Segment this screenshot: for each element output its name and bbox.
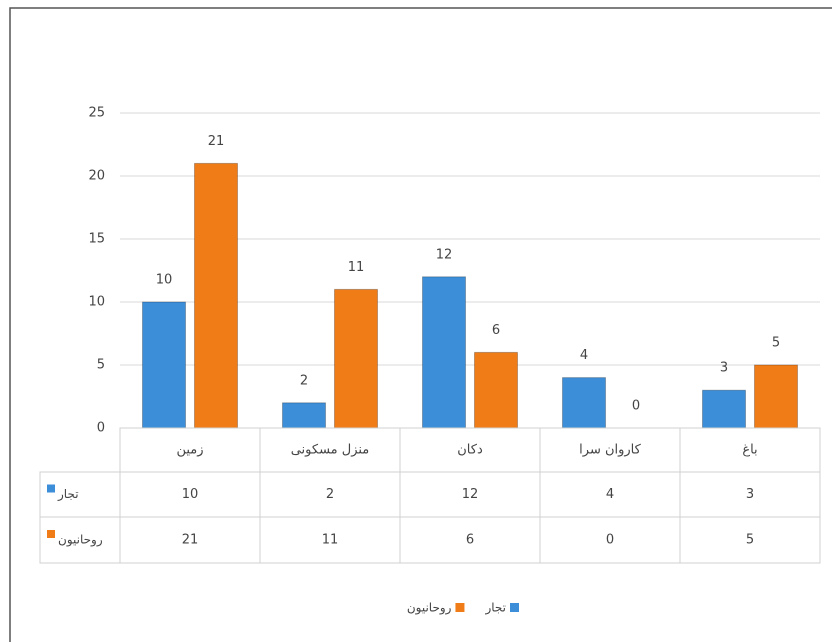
table-value: 3 (746, 487, 754, 502)
bar (702, 389, 746, 429)
table-row-label: تجار (57, 487, 79, 502)
bar (142, 301, 186, 429)
table-value: 21 (182, 533, 199, 548)
data-label: 0 (632, 399, 640, 414)
x-tick-label: کاروان سرا (579, 443, 641, 458)
data-label: 6 (492, 323, 500, 338)
bar (754, 364, 798, 429)
bar (194, 162, 238, 429)
table-value: 0 (606, 533, 614, 548)
table-swatch (47, 530, 55, 538)
table-value: 6 (466, 533, 474, 548)
y-tick-label: 5 (97, 358, 105, 373)
legend-swatch (510, 603, 519, 612)
chart-frame (9, 7, 832, 642)
x-tick-label: منزل مسکونی (291, 443, 370, 458)
table-value: 11 (322, 533, 339, 548)
table-value: 5 (746, 533, 754, 548)
bar (562, 377, 606, 429)
data-label: 10 (156, 273, 173, 288)
legend-swatch (455, 603, 465, 612)
y-tick-label: 10 (88, 295, 105, 310)
table-value: 2 (326, 487, 334, 502)
data-label: 5 (772, 336, 780, 351)
y-tick-label: 20 (88, 169, 105, 184)
data-label: 12 (436, 247, 453, 262)
table-row-label: روحانیون (58, 533, 103, 548)
bar (422, 276, 466, 429)
x-tick-label: باغ (742, 443, 757, 458)
bar (334, 288, 378, 429)
table-value: 4 (606, 487, 614, 502)
legend-label: روحانیون (407, 601, 452, 616)
y-tick-label: 25 (88, 106, 105, 121)
y-tick-label: 15 (88, 232, 105, 247)
bar (282, 402, 326, 429)
table-value: 10 (182, 487, 199, 502)
data-label: 21 (208, 134, 225, 149)
data-label: 4 (580, 348, 588, 363)
y-tick-label: 0 (97, 421, 105, 436)
data-label: 3 (720, 361, 728, 376)
x-tick-label: زمین (176, 443, 203, 458)
data-label: 11 (348, 260, 365, 275)
x-tick-label: دکان (457, 443, 483, 458)
table-value: 12 (462, 487, 479, 502)
bar (474, 351, 518, 429)
data-label: 2 (300, 373, 308, 388)
legend-label: تجار (484, 601, 506, 616)
table-swatch (47, 484, 55, 493)
